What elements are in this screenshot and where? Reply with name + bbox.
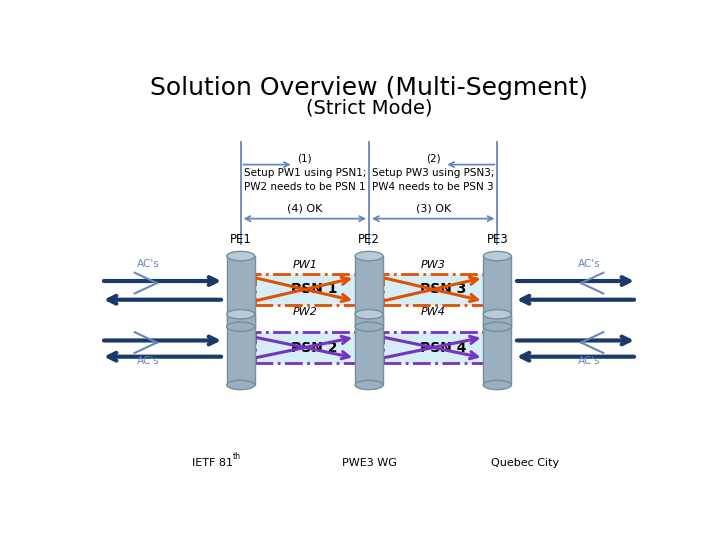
- FancyBboxPatch shape: [255, 274, 374, 305]
- Text: (1)
Setup PW1 using PSN1;
PW2 needs to be PSN 1: (1) Setup PW1 using PSN1; PW2 needs to b…: [243, 154, 366, 192]
- FancyBboxPatch shape: [255, 332, 374, 363]
- FancyBboxPatch shape: [227, 256, 255, 327]
- Text: Quebec City: Quebec City: [491, 458, 559, 468]
- Text: PW3: PW3: [420, 260, 446, 269]
- Ellipse shape: [355, 252, 383, 261]
- Text: PSN 1: PSN 1: [292, 282, 338, 296]
- Ellipse shape: [227, 322, 255, 332]
- FancyBboxPatch shape: [355, 256, 383, 327]
- FancyBboxPatch shape: [383, 274, 503, 305]
- Text: (3) OK: (3) OK: [415, 203, 451, 213]
- Ellipse shape: [483, 252, 511, 261]
- Ellipse shape: [483, 380, 511, 390]
- Text: PE1: PE1: [230, 233, 251, 246]
- FancyBboxPatch shape: [483, 256, 511, 327]
- Ellipse shape: [483, 309, 511, 319]
- Text: (2)
Setup PW3 using PSN3;
PW4 needs to be PSN 3: (2) Setup PW3 using PSN3; PW4 needs to b…: [372, 154, 495, 192]
- Text: (Strict Mode): (Strict Mode): [306, 99, 432, 118]
- Text: PW2: PW2: [292, 307, 318, 318]
- Text: AC's: AC's: [138, 259, 160, 269]
- Text: AC's: AC's: [578, 259, 600, 269]
- FancyBboxPatch shape: [227, 314, 255, 385]
- Text: PSN 3: PSN 3: [420, 282, 466, 296]
- Text: PE3: PE3: [487, 233, 508, 246]
- Text: PE2: PE2: [358, 233, 380, 246]
- Text: IETF 81: IETF 81: [192, 458, 233, 468]
- FancyBboxPatch shape: [355, 314, 383, 385]
- Ellipse shape: [355, 322, 383, 332]
- FancyBboxPatch shape: [383, 332, 503, 363]
- Text: AC's: AC's: [138, 356, 160, 366]
- Ellipse shape: [227, 309, 255, 319]
- Ellipse shape: [483, 322, 511, 332]
- Text: th: th: [233, 452, 240, 461]
- Text: Solution Overview (Multi-Segment): Solution Overview (Multi-Segment): [150, 76, 588, 100]
- Ellipse shape: [355, 380, 383, 390]
- FancyBboxPatch shape: [483, 314, 511, 385]
- Ellipse shape: [227, 380, 255, 390]
- Text: PSN 4: PSN 4: [420, 341, 466, 355]
- Text: PW1: PW1: [292, 260, 318, 269]
- Text: AC's: AC's: [578, 356, 600, 366]
- Text: (4) OK: (4) OK: [287, 203, 323, 213]
- Text: PWE3 WG: PWE3 WG: [341, 458, 397, 468]
- Text: PSN 2: PSN 2: [292, 341, 338, 355]
- Ellipse shape: [227, 252, 255, 261]
- Ellipse shape: [355, 309, 383, 319]
- Text: PW4: PW4: [420, 307, 446, 318]
